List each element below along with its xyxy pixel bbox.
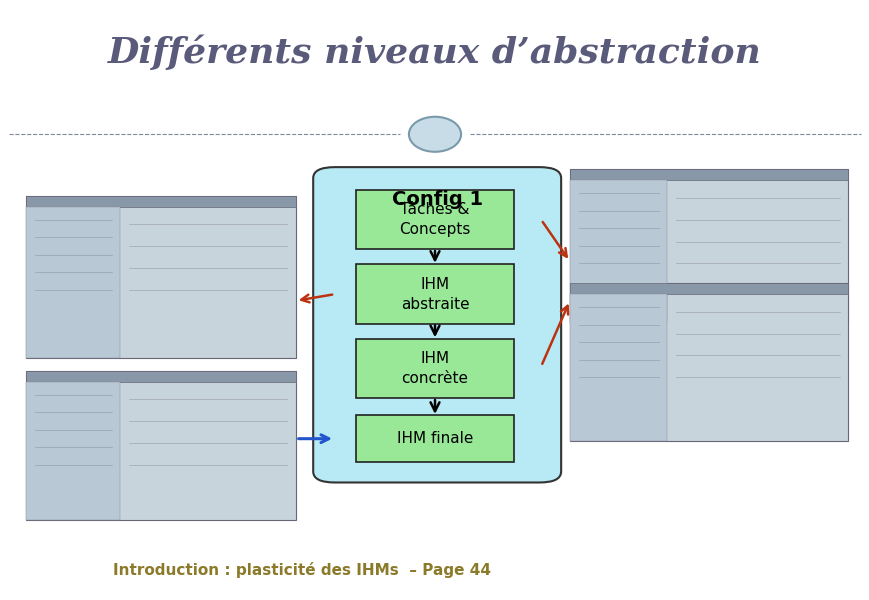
FancyBboxPatch shape (356, 190, 513, 250)
FancyBboxPatch shape (313, 167, 561, 482)
Bar (569, 283, 847, 294)
Text: Config 1: Config 1 (391, 190, 482, 209)
Bar (569, 169, 847, 180)
Bar (26, 196, 295, 358)
Ellipse shape (408, 117, 461, 152)
Text: IHM finale: IHM finale (396, 431, 473, 446)
Text: IHM
abstraite: IHM abstraite (401, 277, 468, 311)
FancyBboxPatch shape (356, 339, 513, 398)
Bar (26, 382, 120, 520)
FancyBboxPatch shape (356, 415, 513, 462)
Text: Tâches &
Concepts: Tâches & Concepts (399, 202, 470, 237)
Bar (569, 169, 847, 323)
Text: Différents niveaux d’abstraction: Différents niveaux d’abstraction (108, 34, 761, 70)
Bar (26, 371, 295, 382)
Bar (26, 206, 120, 358)
Bar (26, 196, 295, 206)
Bar (569, 283, 847, 441)
FancyBboxPatch shape (356, 265, 513, 324)
Bar (26, 371, 295, 520)
Text: IHM
concrète: IHM concrète (401, 351, 468, 386)
Bar (569, 180, 667, 323)
Text: Introduction : plasticité des IHMs  – Page 44: Introduction : plasticité des IHMs – Pag… (113, 562, 490, 578)
Bar (569, 294, 667, 441)
